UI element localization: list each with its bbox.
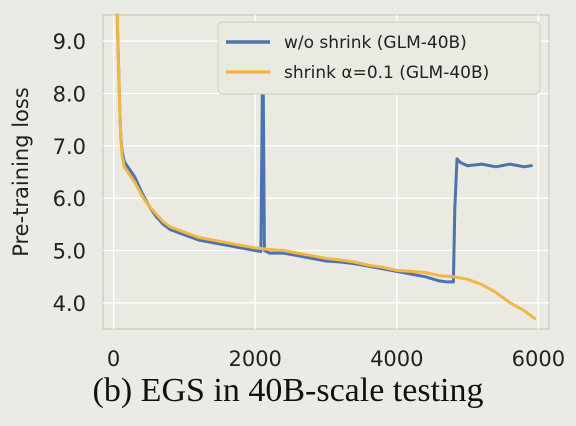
y-tick-label: 7.0 [53,135,86,159]
y-tick-label: 6.0 [53,187,86,211]
series-lines [115,13,537,320]
legend-label-2: shrink α=0.1 (GLM-40B) [284,63,489,83]
y-tick-label: 4.0 [53,292,86,316]
legend-label-1: w/o shrink (GLM-40B) [284,33,467,53]
y-tick-label: 9.0 [53,30,86,54]
y-axis-label: Pre-training loss [9,87,33,257]
legend: w/o shrink (GLM-40B) shrink α=0.1 (GLM-40… [217,21,541,95]
series-line-2 [115,13,537,320]
legend-box [217,21,541,95]
line-chart: 0 2000 4000 6000 4.0 5.0 6.0 7.0 8.0 9.0 Pre-trai… [9,13,566,371]
x-tick-label: 4000 [370,347,423,371]
y-tick-label: 5.0 [53,240,86,264]
x-tick-label: 0 [107,347,120,371]
tick-labels: 0 2000 4000 6000 4.0 5.0 6.0 7.0 8.0 9.0 [53,30,566,371]
y-tick-label: 8.0 [53,83,86,107]
x-tick-label: 2000 [228,347,281,371]
figure-caption: (b) EGS in 40B-scale testing [92,372,484,409]
x-tick-label: 6000 [512,347,565,371]
